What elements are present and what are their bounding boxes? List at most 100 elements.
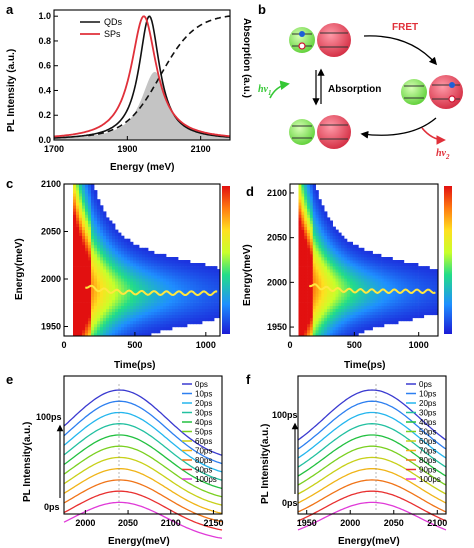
d-heat-cell	[298, 220, 302, 224]
d-heat-cell	[372, 275, 376, 279]
d-heat-cell	[386, 266, 390, 270]
d-heat-cell	[375, 272, 379, 276]
d-heat-cell	[426, 284, 430, 288]
top-qd-sp-pair	[289, 23, 351, 57]
c-heat-cell	[94, 226, 98, 230]
c-heat-cell	[97, 247, 101, 252]
c-heat-cell	[124, 317, 128, 322]
c-heat-cell	[151, 299, 155, 303]
c-heat-cell	[196, 311, 200, 316]
c-heat-cell	[211, 275, 215, 279]
d-heat-cell	[332, 290, 336, 294]
d-heat-cell	[364, 284, 368, 288]
d-heat-cell	[315, 302, 319, 306]
d-heat-cell	[327, 250, 331, 255]
c-heat-cell	[88, 272, 92, 276]
d-heat-cell	[332, 263, 336, 267]
c-heat-cell	[73, 232, 77, 236]
d-heat-cell	[312, 223, 316, 227]
d-heat-cell	[307, 284, 311, 288]
c-heat-cell	[157, 323, 161, 328]
c-heat-cell	[142, 272, 146, 276]
d-heat-cell	[332, 275, 336, 279]
c-heat-cell	[133, 314, 137, 319]
d-heat-cell	[335, 250, 339, 255]
d-heat-cell	[318, 323, 322, 328]
c-heat-cell	[100, 208, 104, 212]
d-heat-cell	[301, 202, 305, 206]
c-heat-cell	[208, 287, 212, 291]
d-heat-cell	[364, 263, 368, 267]
d-heat-cell	[381, 284, 385, 288]
d-heat-cell	[301, 193, 305, 197]
d-heat-cell	[329, 308, 333, 312]
c-heat-cell	[103, 211, 107, 215]
d-heat-cell	[312, 208, 316, 212]
d-heat-cell	[318, 329, 322, 334]
d-heat-cell	[312, 329, 316, 334]
c-heat-cell	[79, 208, 83, 212]
d-heat-cell	[392, 305, 396, 309]
f-spectrum-line	[297, 490, 447, 522]
c-heat-cell	[88, 305, 92, 309]
d-heat-cell	[369, 257, 373, 261]
d-heat-cell	[329, 293, 333, 297]
d-heat-cell	[426, 266, 430, 270]
c-heat-cell	[85, 263, 89, 267]
c-heat-cell	[73, 290, 77, 294]
d-heat-cell	[344, 269, 348, 273]
d-heat-cell	[304, 205, 308, 209]
c-heat-cell	[187, 317, 191, 322]
d-heat-cell	[298, 275, 302, 279]
d-heat-cell	[344, 263, 348, 267]
c-heat-cell	[103, 329, 107, 334]
c-heat-cell	[88, 308, 92, 312]
d-heat-cell	[349, 311, 353, 316]
d-heat-cell	[321, 296, 325, 300]
d-heat-cell	[327, 253, 331, 258]
d-heat-cell	[318, 241, 322, 246]
c-heat-cell	[118, 284, 122, 288]
d-heat-cell	[298, 214, 302, 218]
c-heat-cell	[112, 226, 116, 230]
d-heat-cell	[369, 263, 373, 267]
d-heat-cell	[304, 308, 308, 312]
c-heat-cell	[103, 217, 107, 221]
d-heat-cell	[329, 311, 333, 316]
c-heat-cell	[133, 302, 137, 306]
c-heat-cell	[145, 333, 149, 337]
d-heat-cell	[315, 260, 319, 264]
d-heat-cell	[349, 272, 353, 276]
c-heat-cell	[139, 329, 143, 334]
c-heat-cell	[85, 311, 89, 316]
f-xtick-label: 2100	[427, 518, 447, 528]
d-heat-cell	[329, 278, 333, 282]
d-heat-cell	[338, 323, 342, 328]
sp-red-sphere-right	[429, 75, 463, 109]
d-heat-cell	[375, 278, 379, 282]
d-heat-cell	[423, 278, 427, 282]
c-heat-cell	[169, 323, 173, 328]
c-heat-cell	[136, 250, 140, 255]
c-heat-cell	[115, 299, 119, 303]
c-heat-cell	[142, 329, 146, 334]
c-heat-cell	[91, 333, 95, 337]
c-heat-cell	[124, 269, 128, 273]
d-heat-cell	[298, 205, 302, 209]
d-heat-cell	[412, 299, 416, 303]
d-heat-cell	[432, 311, 436, 316]
c-heat-cell	[136, 278, 140, 282]
c-heat-cell	[121, 281, 125, 285]
c-heat-cell	[217, 296, 221, 300]
c-heat-cell	[79, 247, 83, 252]
d-heat-cell	[315, 229, 319, 233]
c-heat-cell	[76, 238, 80, 243]
c-heat-cell	[178, 293, 182, 297]
d-heat-cell	[372, 266, 376, 270]
d-heat-cell	[307, 296, 311, 300]
c-heat-cell	[133, 311, 137, 316]
c-heat-cell	[181, 305, 185, 309]
c-heat-cell	[91, 232, 95, 236]
c-heat-cell	[154, 323, 158, 328]
c-heat-cell	[112, 293, 116, 297]
